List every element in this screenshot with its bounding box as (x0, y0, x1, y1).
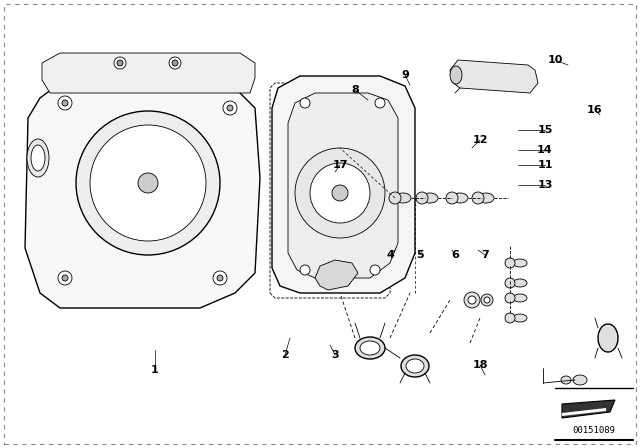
Ellipse shape (31, 145, 45, 171)
Circle shape (484, 297, 490, 303)
Text: 3: 3 (331, 350, 339, 360)
Circle shape (416, 192, 428, 204)
Text: 16: 16 (587, 105, 603, 115)
Polygon shape (288, 93, 398, 278)
Text: 14: 14 (537, 145, 553, 155)
Circle shape (213, 271, 227, 285)
Text: 9: 9 (401, 70, 409, 80)
Circle shape (172, 60, 178, 66)
Polygon shape (562, 400, 615, 418)
Circle shape (62, 275, 68, 281)
Ellipse shape (598, 324, 618, 352)
Ellipse shape (355, 337, 385, 359)
Circle shape (58, 271, 72, 285)
Ellipse shape (513, 314, 527, 322)
Circle shape (90, 125, 206, 241)
Ellipse shape (450, 66, 462, 84)
Text: 2: 2 (281, 350, 289, 360)
Circle shape (217, 275, 223, 281)
Circle shape (138, 173, 158, 193)
Text: 10: 10 (547, 55, 563, 65)
Polygon shape (562, 408, 606, 416)
Text: 13: 13 (538, 180, 553, 190)
Circle shape (375, 98, 385, 108)
Circle shape (505, 293, 515, 303)
Text: 12: 12 (472, 135, 488, 145)
Ellipse shape (513, 294, 527, 302)
Circle shape (370, 265, 380, 275)
Polygon shape (42, 53, 255, 93)
Text: 1: 1 (151, 365, 159, 375)
Circle shape (472, 192, 484, 204)
Ellipse shape (360, 341, 380, 355)
Circle shape (227, 105, 233, 111)
Circle shape (505, 313, 515, 323)
Text: 7: 7 (481, 250, 489, 260)
Ellipse shape (422, 193, 438, 203)
Text: 11: 11 (537, 160, 553, 170)
Circle shape (114, 57, 126, 69)
Polygon shape (315, 260, 358, 290)
Text: 00151089: 00151089 (573, 426, 616, 435)
Text: 8: 8 (351, 85, 359, 95)
Text: 17: 17 (332, 160, 348, 170)
Circle shape (117, 60, 123, 66)
Circle shape (446, 192, 458, 204)
Circle shape (481, 294, 493, 306)
Ellipse shape (513, 279, 527, 287)
Text: 4: 4 (386, 250, 394, 260)
Circle shape (62, 100, 68, 106)
Circle shape (300, 98, 310, 108)
Circle shape (76, 111, 220, 255)
Text: 15: 15 (538, 125, 553, 135)
Circle shape (300, 265, 310, 275)
Ellipse shape (27, 139, 49, 177)
Circle shape (295, 148, 385, 238)
Ellipse shape (395, 193, 411, 203)
Circle shape (58, 96, 72, 110)
Circle shape (223, 101, 237, 115)
Ellipse shape (561, 376, 571, 384)
Circle shape (464, 292, 480, 308)
Ellipse shape (452, 193, 468, 203)
Text: 6: 6 (451, 250, 459, 260)
Circle shape (332, 185, 348, 201)
Polygon shape (450, 60, 538, 93)
Ellipse shape (478, 193, 494, 203)
Text: 5: 5 (416, 250, 424, 260)
Ellipse shape (401, 355, 429, 377)
Circle shape (468, 296, 476, 304)
Circle shape (505, 258, 515, 268)
Polygon shape (272, 76, 415, 293)
Circle shape (310, 163, 370, 223)
Ellipse shape (573, 375, 587, 385)
Circle shape (505, 278, 515, 288)
Polygon shape (25, 78, 260, 308)
Ellipse shape (513, 259, 527, 267)
Ellipse shape (406, 359, 424, 373)
Circle shape (389, 192, 401, 204)
Text: 18: 18 (472, 360, 488, 370)
Circle shape (169, 57, 181, 69)
